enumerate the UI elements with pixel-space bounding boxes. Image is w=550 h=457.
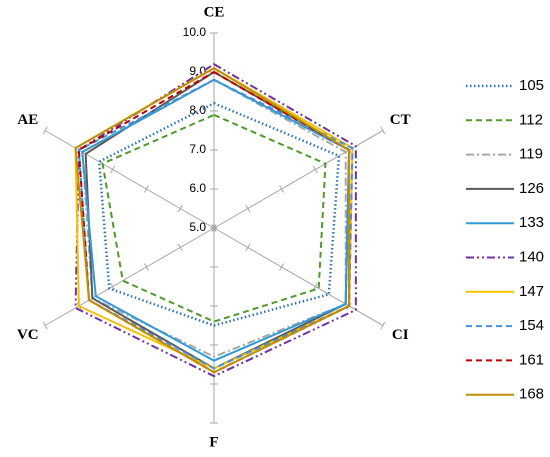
axis-line: [44, 130, 215, 229]
tick-mark: [312, 282, 318, 291]
legend-label: 133: [519, 214, 544, 231]
legend-label: 147: [519, 283, 544, 300]
tick-label: 8.0: [189, 103, 206, 117]
tick-mark: [312, 165, 318, 174]
axis-line: [213, 130, 384, 229]
tick-label: 5.0: [189, 220, 206, 234]
tick-label: 9.0: [189, 64, 206, 78]
axis-label: CT: [390, 112, 411, 128]
axis-label: VC: [17, 327, 39, 343]
series-line: [74, 63, 357, 378]
legend-label: 168: [519, 386, 544, 403]
tick-mark: [380, 321, 386, 330]
axis-label: CE: [204, 4, 225, 20]
tick-label: 6.0: [189, 181, 206, 195]
legend-label: 126: [519, 180, 544, 197]
tick-mark: [42, 321, 48, 330]
tick-label: 7.0: [189, 142, 206, 156]
tick-mark: [177, 243, 183, 252]
axis-line: [213, 227, 384, 326]
legend-label: 140: [519, 248, 544, 265]
tick-label: 10.0: [183, 25, 207, 39]
tick-mark: [279, 263, 284, 271]
axis-label: CI: [392, 327, 409, 343]
series-line: [74, 66, 351, 374]
legend-label: 119: [519, 146, 543, 163]
series-line: [77, 78, 354, 370]
tick-mark: [279, 185, 284, 193]
tick-mark: [144, 185, 149, 193]
tick-mark: [380, 126, 386, 135]
tick-mark: [177, 204, 183, 213]
tick-mark: [245, 243, 251, 252]
tick-mark: [144, 263, 149, 271]
legend-label: 112: [519, 111, 543, 128]
legend-label: 154: [519, 317, 544, 334]
legend-label: 105: [519, 77, 544, 94]
tick-mark: [42, 126, 48, 135]
axis-label: F: [209, 434, 218, 450]
tick-mark: [110, 165, 116, 174]
tick-mark: [110, 282, 116, 291]
series-line: [101, 113, 327, 323]
axis-line: [44, 227, 215, 326]
series-line: [97, 101, 341, 327]
legend-label: 161: [519, 351, 544, 368]
tick-mark: [211, 224, 217, 232]
axis-label: AE: [17, 112, 38, 128]
tick-mark: [245, 204, 251, 213]
